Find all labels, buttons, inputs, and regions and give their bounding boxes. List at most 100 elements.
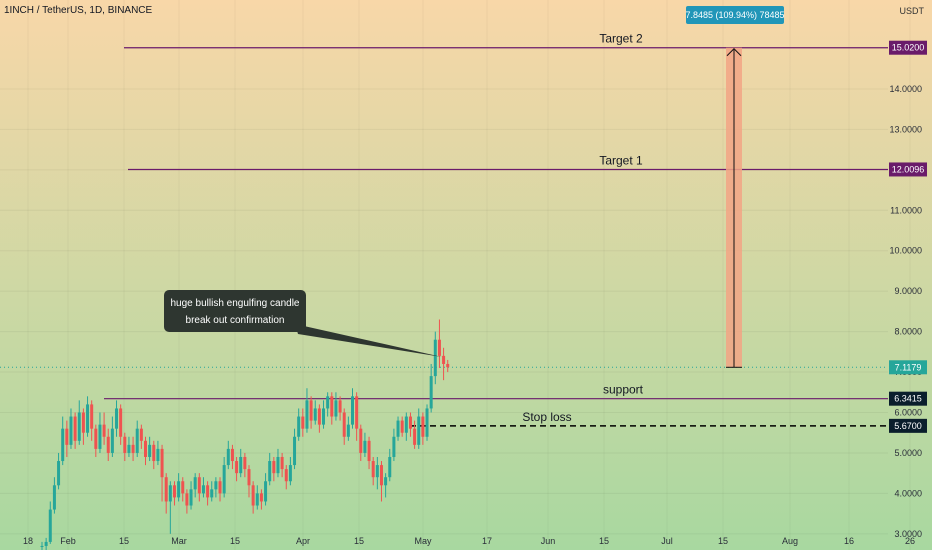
price-badge-bg xyxy=(889,40,927,55)
x-tick-label: 15 xyxy=(354,536,364,546)
x-tick-label: 15 xyxy=(119,536,129,546)
candle-body xyxy=(297,416,301,437)
measure-badge-bg xyxy=(686,6,784,24)
candle-body xyxy=(247,469,251,486)
target2-price-badge: 15.0200 xyxy=(889,40,927,55)
candle-body xyxy=(317,408,321,425)
y-tick-label: 9.0000 xyxy=(894,286,922,296)
x-tick-label: Mar xyxy=(171,536,187,546)
candle-body xyxy=(309,400,313,421)
price-badge-text: 6.3415 xyxy=(894,394,922,404)
candle-body xyxy=(326,396,330,409)
price-badge-text: 15.0200 xyxy=(892,43,925,53)
candle-body xyxy=(293,436,297,466)
support-label: support xyxy=(603,383,644,397)
annotation-line2: break out confirmation xyxy=(186,315,285,326)
stop-loss-price-badge: 5.6700 xyxy=(889,418,927,433)
candle-body xyxy=(206,485,210,498)
candle-body xyxy=(429,376,433,409)
candle-body xyxy=(90,404,94,429)
candle-body xyxy=(94,428,98,449)
price-badge-bg xyxy=(889,418,927,433)
candle-body xyxy=(330,396,334,417)
annotation-pointer xyxy=(295,324,442,357)
candle-body xyxy=(144,440,147,457)
candle-body xyxy=(73,416,77,441)
candle-body xyxy=(313,408,317,421)
candle-body xyxy=(388,456,392,478)
candle-body xyxy=(255,493,259,506)
y-tick-label: 10.0000 xyxy=(889,246,922,256)
candle-body xyxy=(230,448,234,462)
candle-body xyxy=(197,477,201,494)
candle-body xyxy=(189,489,193,506)
candle-body xyxy=(86,404,90,433)
price-badge-bg xyxy=(889,162,927,177)
candle-body xyxy=(135,428,139,453)
candle-body xyxy=(288,465,292,482)
x-tick-label: Aug xyxy=(782,536,798,546)
candle-body xyxy=(338,400,342,413)
candle-body xyxy=(351,396,354,425)
candle-body xyxy=(172,485,176,498)
x-tick-label: 16 xyxy=(844,536,854,546)
candle-body xyxy=(164,477,168,502)
current-price-badge-text: 7.1179 xyxy=(895,362,922,372)
candle-body xyxy=(106,436,110,453)
x-tick-label: 15 xyxy=(230,536,240,546)
candle-body xyxy=(119,408,123,437)
x-tick-label: 15 xyxy=(599,536,609,546)
candle-body xyxy=(322,408,326,425)
candle-body xyxy=(127,444,131,453)
candle-body xyxy=(81,412,85,433)
candle-body xyxy=(61,428,65,462)
candle-body xyxy=(355,396,359,429)
target1-price-badge: 12.0096 xyxy=(889,162,927,177)
annotation-line1: huge bullish engulfing candle xyxy=(171,298,300,309)
candle-body xyxy=(65,428,69,445)
y-tick-label: 3.0000 xyxy=(894,529,922,539)
price-badge-text: 12.0096 xyxy=(892,164,925,174)
annotation-box[interactable] xyxy=(164,290,306,332)
chart-title: 1INCH / TetherUS, 1D, BINANCE xyxy=(4,5,153,16)
x-tick-label: May xyxy=(414,536,432,546)
candle-body xyxy=(110,428,114,453)
candle-body xyxy=(77,412,81,441)
candle-body xyxy=(400,420,404,433)
current-price-badge: 7.1179 xyxy=(889,360,927,375)
candle-body xyxy=(123,436,127,453)
x-tick-label: 18 xyxy=(23,536,33,546)
price-badge-text: 5.6700 xyxy=(894,421,922,431)
candle-body xyxy=(259,493,263,502)
x-tick-label: Jul xyxy=(661,536,673,546)
x-tick-label: 26 xyxy=(905,536,915,546)
candle-body xyxy=(239,456,243,474)
candle-body xyxy=(371,461,375,478)
candle-body xyxy=(379,465,383,486)
candle-body xyxy=(131,444,135,453)
candle-body xyxy=(346,424,350,437)
target1-label: Target 1 xyxy=(599,153,643,167)
y-tick-label: 11.0000 xyxy=(890,205,922,215)
candle-body xyxy=(417,416,421,445)
candle-body xyxy=(102,424,106,437)
candle-body xyxy=(375,465,379,478)
candle-body xyxy=(243,456,247,470)
y-tick-label: 4.0000 xyxy=(894,488,922,498)
candle-body xyxy=(210,489,214,498)
candle-body xyxy=(40,545,44,547)
candle-body xyxy=(408,416,412,429)
candle-body xyxy=(168,485,172,502)
candle-body xyxy=(139,428,143,441)
candle-body xyxy=(367,440,371,462)
candle-body xyxy=(181,481,185,494)
price-unit: USDT xyxy=(899,6,925,16)
y-tick-label: 5.0000 xyxy=(894,448,922,458)
candle-body xyxy=(276,456,280,474)
candle-body xyxy=(44,541,48,546)
candle-body xyxy=(284,469,288,482)
stop-loss-label: Stop loss xyxy=(522,410,571,424)
